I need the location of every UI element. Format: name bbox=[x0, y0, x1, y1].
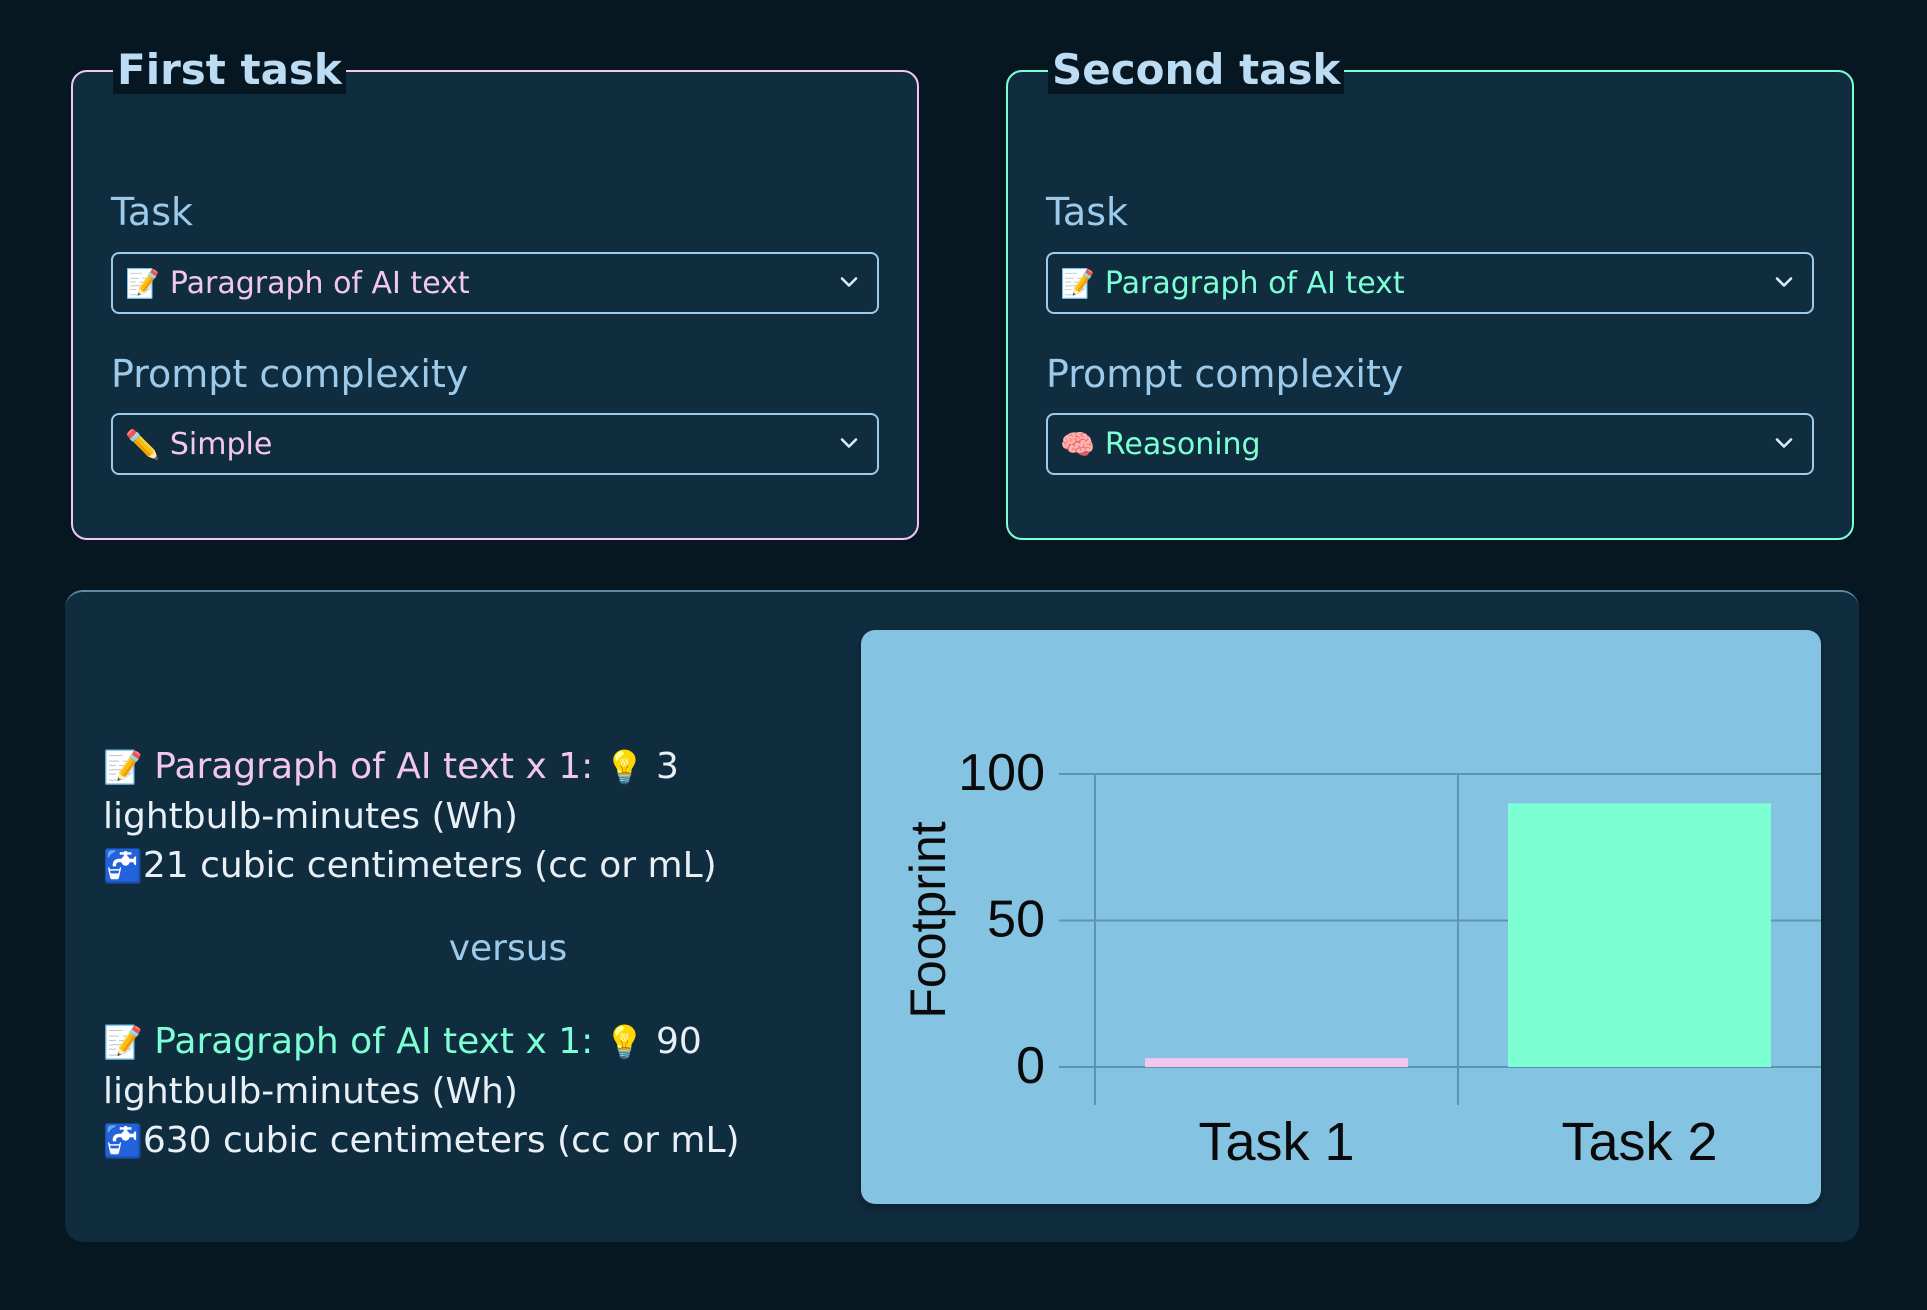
results-panel: 📝 Paragraph of AI text x 1: 💡 3 lightbul… bbox=[65, 590, 1859, 1242]
chevron-down-icon bbox=[840, 438, 858, 448]
first-task-task-value: Paragraph of AI text bbox=[169, 265, 470, 301]
task2-water-value: 630 cubic centimeters (cc or mL) bbox=[142, 1120, 740, 1161]
first-task-complexity-select[interactable]: ✏️ Simple bbox=[111, 413, 879, 475]
memo-icon: 📝 bbox=[103, 1023, 143, 1061]
first-task-task-select[interactable]: 📝 Paragraph of AI text bbox=[111, 252, 879, 314]
second-task-complexity-select[interactable]: 🧠 Reasoning bbox=[1046, 413, 1814, 475]
second-task-panel: Second task Task 📝 Paragraph of AI text … bbox=[1006, 46, 1854, 540]
task2-summary: 📝 Paragraph of AI text x 1: 💡 90 lightbu… bbox=[103, 1017, 863, 1166]
footprint-chart: 0 50 100 Task 1 Task 2 Footprint bbox=[861, 630, 1821, 1204]
bar-task-1 bbox=[1145, 1058, 1408, 1067]
task2-energy-value: 90 bbox=[656, 1021, 702, 1062]
water-tap-icon: 🚰 bbox=[103, 847, 143, 885]
y-axis-label: Footprint bbox=[900, 821, 956, 1018]
lightbulb-icon: 💡 bbox=[604, 748, 645, 786]
second-task-task-label: Task bbox=[1046, 190, 1129, 234]
second-task-complexity-label: Prompt complexity bbox=[1046, 352, 1404, 396]
y-tick-label: 100 bbox=[958, 744, 1045, 802]
second-task-task-select[interactable]: 📝 Paragraph of AI text bbox=[1046, 252, 1814, 314]
memo-icon: 📝 bbox=[103, 748, 143, 786]
lightbulb-icon: 💡 bbox=[604, 1023, 645, 1061]
first-task-task-label: Task bbox=[111, 190, 194, 234]
task1-summary: 📝 Paragraph of AI text x 1: 💡 3 lightbul… bbox=[103, 742, 863, 891]
y-tick-label: 50 bbox=[987, 891, 1045, 949]
task1-summary-name: Paragraph of AI text x 1: bbox=[154, 746, 594, 787]
task2-energy-unit: lightbulb-minutes (Wh) bbox=[103, 1071, 518, 1112]
versus-label: versus bbox=[448, 928, 568, 969]
chevron-down-icon bbox=[840, 277, 858, 287]
first-task-complexity-label: Prompt complexity bbox=[111, 352, 469, 396]
memo-icon: 📝 bbox=[125, 266, 160, 300]
second-task-title: Second task bbox=[1048, 46, 1345, 94]
task2-summary-name: Paragraph of AI text x 1: bbox=[154, 1021, 594, 1062]
task1-water-value: 21 cubic centimeters (cc or mL) bbox=[142, 845, 717, 886]
first-task-complexity-value: Simple bbox=[169, 426, 273, 462]
brain-icon: 🧠 bbox=[1060, 427, 1095, 461]
y-tick-label: 0 bbox=[1016, 1037, 1045, 1095]
chevron-down-icon bbox=[1775, 438, 1793, 448]
x-tick-label: Task 2 bbox=[1561, 1112, 1717, 1172]
task1-energy-unit: lightbulb-minutes (Wh) bbox=[103, 796, 518, 837]
task1-energy-value: 3 bbox=[656, 746, 679, 787]
footprint-chart-svg: 0 50 100 Task 1 Task 2 Footprint bbox=[900, 744, 1821, 1172]
x-tick-label: Task 1 bbox=[1198, 1112, 1354, 1172]
first-task-panel: First task Task 📝 Paragraph of AI text P… bbox=[71, 46, 919, 540]
bar-task-2 bbox=[1508, 803, 1771, 1067]
second-task-task-value: Paragraph of AI text bbox=[1104, 265, 1405, 301]
memo-icon: 📝 bbox=[1060, 266, 1095, 300]
first-task-title: First task bbox=[113, 46, 346, 94]
chevron-down-icon bbox=[1775, 277, 1793, 287]
pencil-icon: ✏️ bbox=[125, 427, 160, 461]
second-task-complexity-value: Reasoning bbox=[1104, 426, 1261, 462]
water-tap-icon: 🚰 bbox=[103, 1122, 143, 1160]
